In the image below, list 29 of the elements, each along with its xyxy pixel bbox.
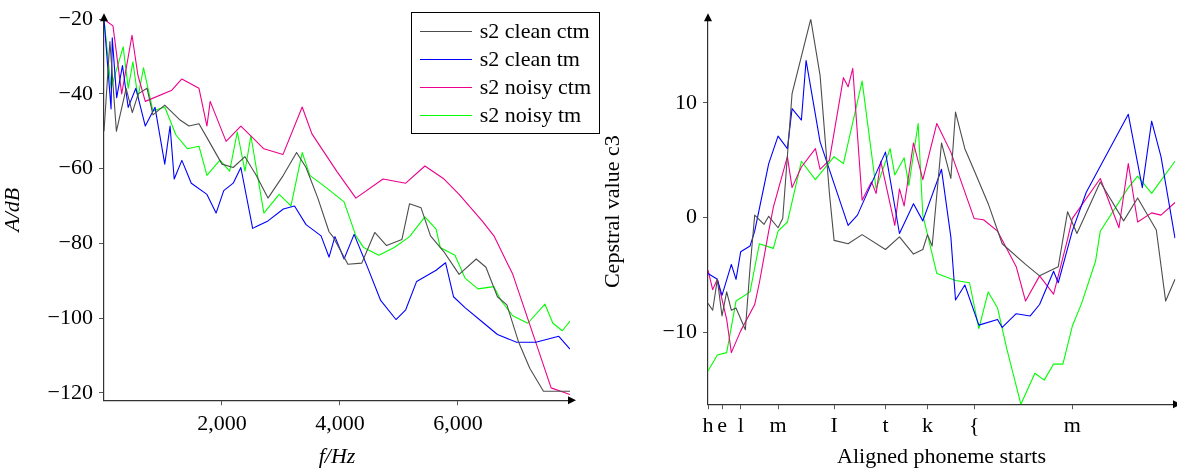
x-tick-label: m: [769, 412, 787, 438]
y-tick-label: −10: [662, 317, 697, 343]
x-tick-label: 4,000: [315, 410, 365, 436]
y-tick-label: −20: [58, 4, 93, 30]
x-tick-label: 6,000: [433, 410, 483, 436]
legend-label: s2 noisy tm: [479, 101, 582, 129]
x-tick-label: t: [882, 412, 889, 438]
x-tick-label: m: [1063, 412, 1081, 438]
legend-label: s2 noisy ctm: [479, 73, 591, 101]
y-tick-label: 0: [686, 203, 697, 229]
x-tick-label: h: [702, 412, 714, 438]
y-tick-label: −100: [47, 303, 93, 329]
x-tick-label: {: [968, 412, 980, 438]
legend-label: s2 clean ctm: [479, 17, 590, 45]
y-axis-title: A/dB: [0, 187, 24, 234]
y-tick-label: −60: [58, 154, 93, 180]
x-tick-label: 2,000: [197, 410, 247, 436]
x-tick-label: I: [830, 412, 838, 438]
x-tick-label: k: [921, 412, 933, 438]
y-axis-title: Cepstral value c3: [598, 135, 624, 289]
y-tick-label: 10: [675, 88, 697, 114]
x-tick-label: e: [717, 412, 727, 438]
legend-label: s2 clean tm: [479, 45, 580, 73]
x-axis-title: Aligned phoneme starts: [837, 442, 1046, 468]
y-tick-label: −40: [58, 79, 93, 105]
y-tick-label: −80: [58, 229, 93, 255]
x-axis-title: f/Hz: [318, 442, 356, 468]
y-tick-label: −120: [47, 378, 93, 404]
x-tick-label: l: [737, 412, 744, 438]
